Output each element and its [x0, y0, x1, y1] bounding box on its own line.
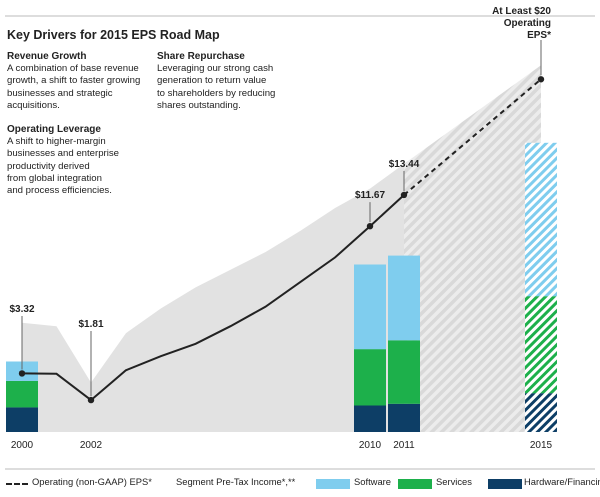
eps-label-2010: $11.67 — [355, 190, 385, 201]
bar-2010-services — [354, 349, 386, 406]
eps-label-2015-line3: EPS* — [527, 30, 551, 41]
driver-revenue-growth: Revenue Growth A combination of base rev… — [7, 51, 157, 112]
bar-2010-hardware — [354, 405, 386, 432]
legend-swatch-services — [398, 479, 432, 489]
growth-area-solid — [22, 163, 404, 432]
eps-legend-label: Operating (non-GAAP) EPS* — [32, 476, 152, 487]
eps-line-actual — [21, 194, 405, 402]
eps-label-2002: $1.81 — [78, 319, 103, 330]
bar-2011-hardware — [388, 403, 420, 432]
x-tick-2000: 2000 — [11, 440, 34, 451]
eps-label-2011: $13.44 — [389, 159, 420, 170]
legend-label-services: Services — [436, 476, 472, 487]
eps-point-2000 — [18, 370, 26, 377]
x-axis-ticks: 2000 2002 2010 2011 2015 — [11, 440, 553, 451]
bar-2011-software — [388, 255, 420, 341]
eps-label-2015-line1: At Least $20 — [492, 6, 551, 17]
bar-2010-software — [354, 264, 386, 350]
bar-2015-hardware — [525, 393, 557, 432]
eps-point-2015 — [537, 76, 545, 83]
bar-2011-services — [388, 340, 420, 404]
x-tick-2010: 2010 — [359, 440, 382, 451]
legend-swatch-software — [316, 479, 350, 489]
legend-label-software: Software — [354, 476, 391, 487]
driver-share-repurchase: Share Repurchase Leveraging our strong c… — [157, 51, 307, 112]
driver-operating-leverage: Operating Leverage A shift to higher-mar… — [7, 124, 157, 197]
x-tick-2015: 2015 — [530, 440, 553, 451]
eps-point-2011 — [400, 191, 408, 199]
chart-title: Key Drivers for 2015 EPS Road Map — [7, 28, 220, 42]
growth-area-layer — [22, 65, 541, 432]
legend-label-hardware: Hardware/Financing — [524, 476, 600, 487]
driver-heading: Operating Leverage — [7, 124, 101, 135]
bar-2000-hardware — [6, 407, 38, 432]
eps-legend-line — [6, 483, 28, 485]
driver-heading: Revenue Growth — [7, 51, 87, 62]
growth-area-projected — [404, 65, 541, 432]
bar-2015-software — [525, 142, 557, 297]
driver-heading: Share Repurchase — [157, 51, 245, 62]
legend-swatch-hardware — [488, 479, 522, 489]
bar-2000-services — [6, 380, 38, 408]
x-tick-2002: 2002 — [80, 440, 103, 451]
eps-point-2002 — [87, 396, 95, 404]
driver-body: Leveraging our strong cash generation to… — [157, 63, 276, 111]
eps-line-layer — [18, 76, 545, 404]
eps-line-projected — [403, 78, 542, 196]
driver-body: A shift to higher-margin businesses and … — [7, 136, 119, 197]
bar-2015-services — [525, 296, 557, 394]
eps-label-2000: $3.32 — [9, 304, 34, 315]
eps-label-2015-line2: Operating — [504, 18, 551, 29]
driver-body: A combination of base revenue growth, a … — [7, 63, 141, 111]
eps-point-2010 — [366, 222, 374, 230]
segment-legend-title: Segment Pre-Tax Income*,** — [176, 476, 296, 487]
x-tick-2011: 2011 — [393, 440, 415, 451]
